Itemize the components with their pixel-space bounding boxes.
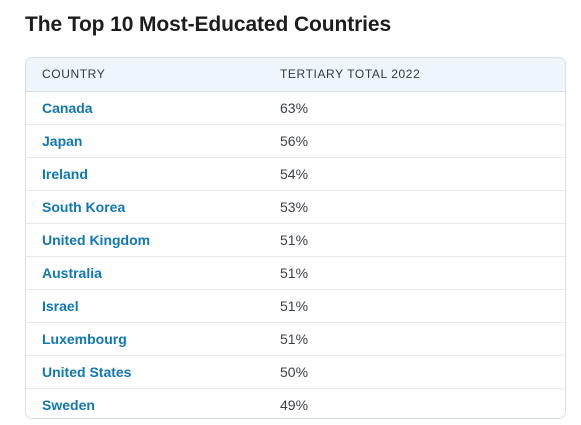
- column-header-country: COUNTRY: [26, 58, 264, 92]
- tertiary-value: 50%: [264, 355, 565, 389]
- table-row: Australia 51%: [26, 256, 565, 290]
- data-table-container: COUNTRY TERTIARY TOTAL 2022 Canada 63% J…: [25, 57, 566, 419]
- tertiary-value: 49%: [280, 396, 309, 413]
- table-body: Canada 63% Japan 56% Ireland 54% South K…: [26, 91, 565, 418]
- tertiary-value: 54%: [264, 157, 565, 191]
- tertiary-value: 53%: [264, 190, 565, 224]
- page-title: The Top 10 Most-Educated Countries: [25, 13, 392, 36]
- country-link[interactable]: United States: [26, 355, 264, 389]
- country-link[interactable]: South Korea: [26, 190, 264, 224]
- table-row: Israel 51%: [26, 289, 565, 323]
- header-row: COUNTRY TERTIARY TOTAL 2022: [26, 58, 565, 92]
- table-header: COUNTRY TERTIARY TOTAL 2022: [26, 58, 565, 92]
- tertiary-value: 51%: [264, 289, 565, 323]
- country-link[interactable]: Luxembourg: [26, 322, 264, 356]
- table-row: Japan 56%: [26, 124, 565, 158]
- country-link[interactable]: Japan: [26, 124, 264, 158]
- country-link[interactable]: Israel: [26, 289, 264, 323]
- table-row: Luxembourg 51%: [26, 322, 565, 356]
- country-link[interactable]: Ireland: [26, 157, 264, 191]
- tertiary-value: 51%: [264, 322, 565, 356]
- countries-table: COUNTRY TERTIARY TOTAL 2022 Canada 63% J…: [26, 58, 565, 418]
- table-row: Sweden 49%: [26, 388, 565, 418]
- table-row: South Korea 53%: [26, 190, 565, 224]
- tertiary-value: 56%: [264, 124, 565, 158]
- tertiary-value: 51%: [264, 256, 565, 290]
- table-row: United States 50%: [26, 355, 565, 389]
- country-link[interactable]: United Kingdom: [26, 223, 264, 257]
- table-row: Ireland 54%: [26, 157, 565, 191]
- table-row: Canada 63%: [26, 91, 565, 125]
- country-link[interactable]: Australia: [26, 256, 264, 290]
- country-link[interactable]: Sweden: [42, 396, 95, 413]
- country-link[interactable]: Canada: [26, 91, 264, 125]
- tertiary-value: 51%: [264, 223, 565, 257]
- column-header-tertiary-total: TERTIARY TOTAL 2022: [264, 58, 565, 92]
- tertiary-value: 63%: [264, 91, 565, 125]
- table-row: United Kingdom 51%: [26, 223, 565, 257]
